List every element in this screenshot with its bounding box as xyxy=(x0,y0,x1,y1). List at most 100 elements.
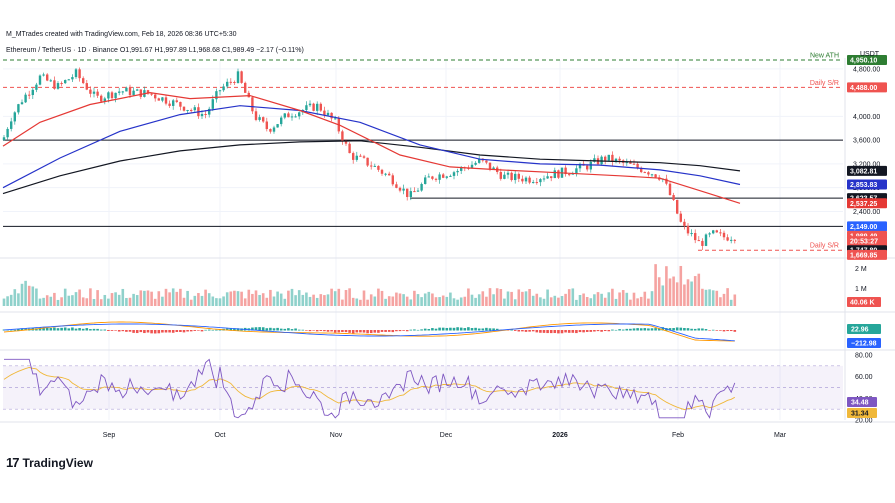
macd-hist-188 xyxy=(679,327,683,331)
macd-value-text: −212.98 xyxy=(851,341,877,348)
volume-bar-1 xyxy=(6,296,9,306)
price-label-text: 2,853.83 xyxy=(850,182,877,189)
candle-61 xyxy=(222,83,225,92)
candle-body xyxy=(643,172,646,174)
candle-body xyxy=(391,175,394,185)
macd-hist-148 xyxy=(535,330,539,333)
x-tick-label: Mar xyxy=(774,432,787,439)
macd-value: −212.98 xyxy=(847,338,881,348)
candle-body xyxy=(668,183,672,196)
candle-body xyxy=(568,174,571,176)
candle-body xyxy=(524,177,528,182)
candle-45 xyxy=(164,95,168,106)
candle-40 xyxy=(146,89,150,95)
candle-body xyxy=(272,127,276,132)
volume-bar-88 xyxy=(319,294,323,306)
candle-body xyxy=(499,172,502,179)
macd-hist-30 xyxy=(110,330,114,331)
candle-body xyxy=(136,89,139,91)
candle-3 xyxy=(13,111,16,125)
macd-hist-119 xyxy=(431,328,434,331)
candle-body xyxy=(708,233,711,235)
volume-bar-52 xyxy=(189,299,193,306)
candle-78 xyxy=(283,112,286,120)
candle-201 xyxy=(726,234,729,242)
macd-hist-12 xyxy=(45,328,49,331)
candle-body xyxy=(553,170,556,179)
candle-60 xyxy=(218,89,222,96)
macd-hist-11 xyxy=(42,328,45,331)
volume-bar-45 xyxy=(164,288,168,306)
candle-body xyxy=(510,172,513,181)
candle-body xyxy=(449,175,452,177)
macd-hist-84 xyxy=(305,330,308,331)
volume-bar-132 xyxy=(477,294,481,306)
macd-hist-70 xyxy=(254,327,258,331)
symbol-info: Ethereum / TetherUS · 1D · Binance O1,99… xyxy=(6,47,304,54)
macd-hist-101 xyxy=(366,330,369,334)
candle-body xyxy=(258,117,261,120)
volume-bar-131 xyxy=(474,297,477,306)
macd-hist-69 xyxy=(251,327,254,331)
candle-body xyxy=(636,163,639,168)
macd-hist-47 xyxy=(171,330,175,333)
candle-18 xyxy=(67,78,70,81)
volume-bar-159 xyxy=(575,299,578,306)
candle-body xyxy=(31,89,34,96)
volume-bar-195 xyxy=(704,289,708,306)
macd-hist-196 xyxy=(708,330,711,331)
candle-body xyxy=(589,161,592,170)
macd-hist-36 xyxy=(132,330,135,333)
volume-bar-56 xyxy=(204,289,207,306)
currency-label: USDT xyxy=(860,51,880,58)
volume-bar-14 xyxy=(53,292,56,306)
credit-text: M_MTrades created with TradingView.com, … xyxy=(6,31,237,38)
candle-body xyxy=(53,80,56,89)
candle-167 xyxy=(604,155,607,165)
macd-hist-102 xyxy=(369,330,373,334)
macd-hist-87 xyxy=(315,330,319,332)
price-label-8: 20:53:27 xyxy=(847,236,887,247)
macd-hist-192 xyxy=(693,328,697,331)
volume-bar-17 xyxy=(63,288,67,306)
macd-hist-141 xyxy=(510,329,513,331)
volume-bar-62 xyxy=(225,292,229,306)
volume-bar-181 xyxy=(654,264,657,306)
candle-body xyxy=(647,172,650,175)
candle-body xyxy=(244,82,247,93)
macd-hist-158 xyxy=(571,330,575,333)
candle-30 xyxy=(110,90,114,101)
candle-102 xyxy=(370,161,373,170)
macd-hist-174 xyxy=(629,328,632,331)
volume-bar-163 xyxy=(589,298,593,306)
candle-body xyxy=(586,165,589,170)
macd-hist-44 xyxy=(161,330,164,333)
macd-hist-195 xyxy=(704,329,708,331)
candle-189 xyxy=(683,218,686,230)
candle-124 xyxy=(449,174,452,177)
candle-body xyxy=(352,153,355,160)
candle-164 xyxy=(593,154,596,163)
price-label-0: 4,950.10 xyxy=(847,54,887,65)
candle-119 xyxy=(431,175,434,181)
candle-195 xyxy=(704,233,708,247)
volume-label-bg xyxy=(847,297,881,307)
volume-bar-106 xyxy=(384,298,387,306)
macd-hist-133 xyxy=(481,328,485,331)
ma-blue-line xyxy=(2,105,741,189)
price-candles xyxy=(2,67,736,251)
candle-27 xyxy=(100,94,103,103)
candle-199 xyxy=(719,228,722,237)
macd-hist-157 xyxy=(567,330,571,333)
level-label: New ATH xyxy=(810,52,839,59)
volume-bar-44 xyxy=(161,296,164,306)
candle-body xyxy=(200,114,204,117)
macd-hist-39 xyxy=(143,330,146,334)
volume-bar-7 xyxy=(27,285,31,306)
candle-body xyxy=(308,103,312,106)
candle-body xyxy=(542,178,546,180)
candle-body xyxy=(110,92,114,99)
candle-body xyxy=(298,112,301,117)
macd-hist-124 xyxy=(449,327,452,331)
